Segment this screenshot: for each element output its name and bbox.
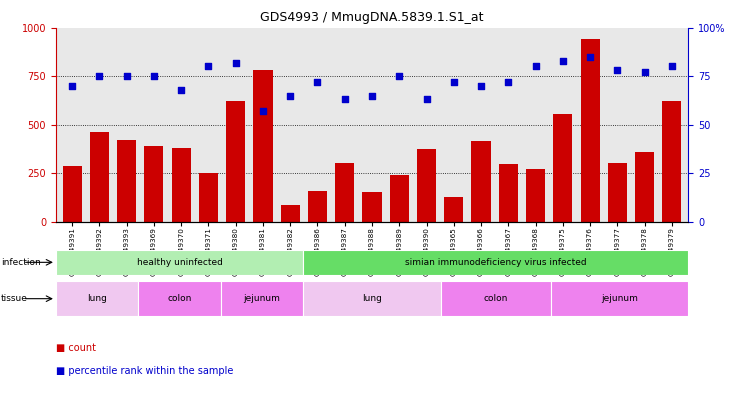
Point [420, 96, 432, 103]
Text: simian immunodeficiency virus infected: simian immunodeficiency virus infected [405, 258, 586, 267]
Bar [199, 173, 218, 222]
Bar [390, 175, 408, 222]
Bar [498, 163, 518, 222]
Bar [117, 140, 136, 222]
Bar [144, 146, 164, 222]
Bar [362, 192, 382, 222]
Title: GDS4993 / MmugDNA.5839.1.S1_at: GDS4993 / MmugDNA.5839.1.S1_at [260, 11, 484, 24]
Bar [62, 165, 82, 222]
Text: ■ percentile rank within the sample: ■ percentile rank within the sample [56, 366, 233, 376]
Bar [138, 281, 221, 316]
Bar [254, 70, 272, 222]
Point [530, 63, 542, 70]
Point [312, 79, 324, 85]
Bar [90, 132, 109, 222]
Point [612, 67, 623, 73]
Point [202, 63, 214, 70]
Point [148, 73, 160, 79]
Bar [444, 197, 464, 222]
Point [176, 86, 187, 93]
Point [94, 73, 106, 79]
Bar [56, 281, 138, 316]
Text: infection: infection [1, 258, 40, 267]
Bar [608, 163, 627, 222]
Bar [635, 152, 654, 222]
Bar [417, 149, 436, 222]
Point [475, 83, 487, 89]
Point [257, 108, 269, 114]
Text: jejunum: jejunum [243, 294, 280, 303]
Bar [336, 163, 354, 222]
Bar [280, 204, 300, 222]
Bar [472, 141, 490, 222]
Bar [172, 148, 190, 222]
Bar [56, 250, 304, 275]
Point [584, 53, 596, 60]
Point [121, 73, 132, 79]
Text: jejunum: jejunum [601, 294, 638, 303]
Point [284, 92, 296, 99]
Bar [304, 250, 688, 275]
Bar [526, 169, 545, 222]
Bar [226, 101, 246, 222]
Text: lung: lung [87, 294, 107, 303]
Text: tissue: tissue [1, 294, 28, 303]
Point [502, 79, 514, 85]
Point [230, 59, 242, 66]
Point [638, 69, 650, 75]
Bar [440, 281, 551, 316]
Point [394, 73, 405, 79]
Bar [662, 101, 682, 222]
Bar [304, 281, 440, 316]
Point [448, 79, 460, 85]
Text: healthy uninfected: healthy uninfected [137, 258, 222, 267]
Point [366, 92, 378, 99]
Point [666, 63, 678, 70]
Bar [551, 281, 688, 316]
Bar [308, 191, 327, 222]
Bar [580, 39, 600, 222]
Bar [554, 114, 572, 222]
Text: colon: colon [484, 294, 508, 303]
Point [339, 96, 350, 103]
Point [557, 57, 568, 64]
Text: lung: lung [362, 294, 382, 303]
Text: ■ count: ■ count [56, 343, 96, 353]
Bar [221, 281, 304, 316]
Text: colon: colon [167, 294, 192, 303]
Point [66, 83, 78, 89]
